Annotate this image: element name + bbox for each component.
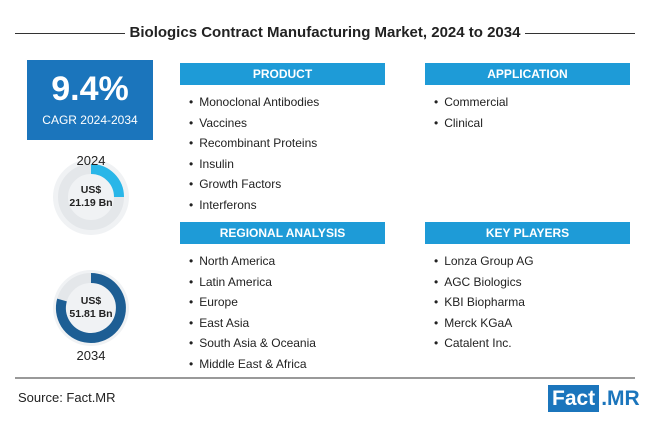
amount: 21.19 Bn	[69, 197, 113, 209]
cagr-label: CAGR 2024-2034	[42, 113, 138, 127]
list-item: Latin America	[189, 275, 272, 289]
title-rule	[15, 33, 125, 34]
list-item: Catalent Inc.	[434, 336, 511, 350]
source: Source: Fact.MR	[18, 390, 116, 405]
logo-left: Fact	[548, 385, 600, 412]
list-item: North America	[189, 254, 275, 268]
currency: US$	[80, 184, 102, 196]
list-item: South Asia & Oceania	[189, 336, 316, 350]
list-item: Clinical	[434, 116, 483, 130]
donut-arc	[90, 164, 124, 198]
list-item: Insulin	[189, 157, 234, 171]
amount: 51.81 Bn	[69, 308, 113, 320]
list-item: Commercial	[434, 95, 508, 109]
donut-arc	[55, 273, 126, 343]
donut-label: US$ 51.81 Bn	[56, 295, 126, 321]
list-item: Monoclonal Antibodies	[189, 95, 319, 109]
currency: US$	[80, 295, 102, 307]
cagr-box: 9.4% CAGR 2024-2034	[27, 60, 153, 140]
list-item: Middle East & Africa	[189, 357, 306, 371]
list-item: KBI Biopharma	[434, 295, 525, 309]
list-item: Lonza Group AG	[434, 254, 533, 268]
list-item: East Asia	[189, 316, 249, 330]
section-header: PRODUCT	[180, 63, 385, 85]
list-item: Recombinant Proteins	[189, 136, 317, 150]
year: 2034	[76, 348, 106, 363]
section-header: APPLICATION	[425, 63, 630, 85]
list-item: Growth Factors	[189, 177, 281, 191]
donut-label: US$ 21.19 Bn	[56, 184, 126, 210]
logo: Fact .MR	[548, 385, 642, 412]
list-item: Vaccines	[189, 116, 247, 130]
title-rule	[525, 33, 635, 34]
list-item: AGC Biologics	[434, 275, 521, 289]
title: Biologics Contract Manufacturing Market,…	[129, 24, 521, 41]
list-item: Interferons	[189, 198, 256, 212]
logo-right: .MR	[601, 387, 640, 410]
section-header: KEY PLAYERS	[425, 222, 630, 244]
cagr-value: 9.4%	[51, 70, 129, 108]
list-item: Europe	[189, 295, 238, 309]
year: 2024	[76, 153, 106, 168]
list-item: Merck KGaA	[434, 316, 512, 330]
section-header: REGIONAL ANALYSIS	[180, 222, 385, 244]
